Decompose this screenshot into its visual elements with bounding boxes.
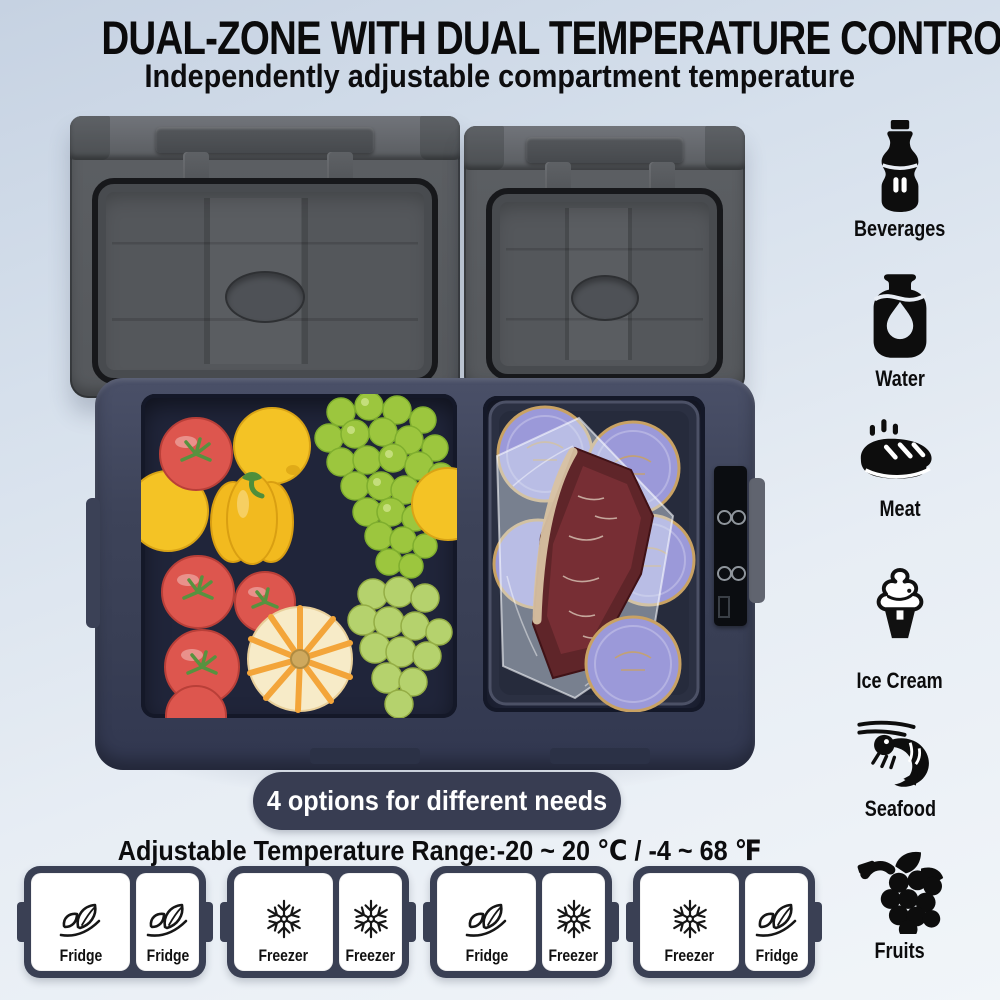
page-title: DUAL-ZONE WITH DUAL TEMPERATURE CONTROL	[101, 11, 1000, 64]
category-water: Water	[828, 270, 972, 392]
leaf-icon	[146, 903, 187, 937]
ice-pack	[584, 615, 682, 712]
option-card: Fridge	[31, 873, 130, 971]
category-beverages: Beverages	[828, 118, 972, 242]
option-card: Freezer	[234, 873, 333, 971]
page-subtitle: Independently adjustable compartment tem…	[144, 58, 856, 94]
food-categories-column: Beverages Water Meat	[828, 118, 972, 984]
lid-inner-panel	[92, 178, 438, 384]
lid-handle	[155, 127, 375, 153]
steak-icon	[860, 419, 932, 479]
snowflake-icon	[672, 899, 707, 939]
option-card: Fridge	[745, 873, 808, 971]
panel-button	[731, 510, 746, 525]
cooler-lid-left	[70, 116, 460, 398]
category-fruits: Fruits	[828, 850, 972, 964]
lid-handle	[525, 137, 684, 163]
category-ice-cream: Ice Cream	[828, 566, 972, 694]
grapes-icon	[857, 851, 944, 934]
right-compartment	[483, 396, 705, 712]
lid-vent-disc	[225, 270, 305, 323]
steak	[531, 446, 655, 680]
category-meat: Meat	[828, 418, 972, 522]
side-bumper-right	[749, 478, 765, 603]
snowflake-icon	[556, 899, 591, 939]
water-jug-icon	[873, 274, 927, 358]
lid-vent-disc	[570, 275, 639, 322]
front-notch	[310, 748, 420, 764]
panel-slot	[718, 596, 730, 618]
option-group-1: Fridge Fridge	[17, 866, 213, 978]
option-group-3: Fridge Freezer	[423, 866, 619, 978]
category-seafood: Seafood	[828, 716, 972, 822]
option-card: Fridge	[437, 873, 536, 971]
left-compartment	[141, 394, 457, 718]
fruits-vegetables-photo	[141, 394, 457, 718]
side-bumper-left	[86, 498, 100, 628]
striped-squash	[247, 605, 353, 713]
cooler-body	[86, 378, 765, 770]
leaf-icon	[755, 903, 796, 937]
option-card: Freezer	[339, 873, 402, 971]
meat-icepacks-photo	[488, 400, 700, 712]
temperature-range-text: Adjustable Temperature Range:-20 ~ 20 ℃ …	[117, 835, 763, 866]
leaf-icon	[59, 903, 100, 937]
grapes-cluster-pale	[347, 576, 453, 718]
option-group-4: Freezer Fridge	[626, 866, 822, 978]
option-card: Freezer	[640, 873, 739, 971]
lid-inner-panel	[486, 188, 723, 380]
ice-cream-cone-icon	[876, 568, 924, 639]
option-group-2: Freezer Freezer	[220, 866, 416, 978]
option-card: Fridge	[136, 873, 199, 971]
shrimp-icon	[857, 720, 929, 787]
options-badge: 4 options for different needs	[253, 772, 621, 830]
control-panel	[714, 466, 747, 626]
panel-button	[717, 510, 732, 525]
front-notch	[550, 748, 650, 764]
snowflake-icon	[353, 899, 388, 939]
snowflake-icon	[266, 899, 301, 939]
bottle-icon	[881, 120, 919, 212]
panel-button	[717, 566, 732, 581]
leaf-icon	[465, 903, 506, 937]
option-card: Freezer	[542, 873, 605, 971]
panel-button	[731, 566, 746, 581]
cooler-lid-right	[464, 126, 745, 394]
bell-pepper	[210, 472, 294, 565]
